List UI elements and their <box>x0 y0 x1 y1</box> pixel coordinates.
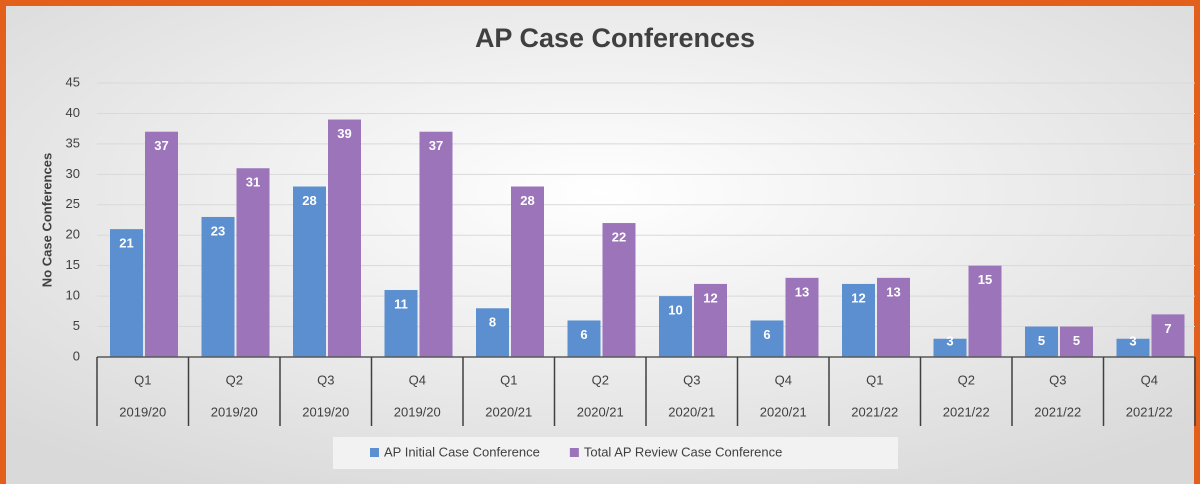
bar <box>602 223 636 357</box>
value-label: 39 <box>337 126 351 141</box>
value-label: 6 <box>580 327 587 342</box>
x-group-label: 2019/20 <box>394 404 441 419</box>
x-tick-label: Q2 <box>958 372 975 387</box>
y-tick-label: 10 <box>66 288 80 303</box>
value-label: 3 <box>1129 333 1136 348</box>
value-label: 15 <box>978 272 992 287</box>
value-label: 11 <box>394 296 408 311</box>
value-label: 5 <box>1038 333 1045 348</box>
x-tick-label: Q2 <box>226 372 243 387</box>
bar <box>384 290 418 357</box>
bar <box>750 320 784 357</box>
bar <box>1116 338 1150 357</box>
value-label: 12 <box>851 290 865 305</box>
value-label: 7 <box>1164 321 1171 336</box>
x-group-label: 2020/21 <box>577 404 624 419</box>
value-label: 22 <box>612 229 626 244</box>
x-group-label: 2020/21 <box>485 404 532 419</box>
y-tick-label: 30 <box>66 166 80 181</box>
x-group-label: 2019/20 <box>211 404 258 419</box>
value-label: 3 <box>946 333 953 348</box>
bar <box>694 283 727 357</box>
x-tick-label: Q1 <box>500 372 517 387</box>
bar <box>201 216 235 357</box>
bar <box>1060 326 1093 357</box>
legend-swatch <box>370 448 379 457</box>
bar <box>877 277 910 357</box>
legend-label: Total AP Review Case Conference <box>584 444 782 459</box>
y-axis-label: No Case Conferences <box>39 153 54 287</box>
value-label: 13 <box>886 284 900 299</box>
y-tick-label: 25 <box>66 196 80 211</box>
chart-title: AP Case Conferences <box>475 23 755 53</box>
x-tick-label: Q3 <box>1049 372 1066 387</box>
value-label: 10 <box>668 303 682 318</box>
bar <box>567 320 601 357</box>
bar <box>110 229 143 357</box>
bar <box>968 265 1002 357</box>
y-tick-label: 45 <box>66 74 80 89</box>
value-label: 23 <box>211 223 225 238</box>
bar <box>293 186 326 357</box>
value-label: 21 <box>119 236 133 251</box>
x-tick-label: Q4 <box>775 372 792 387</box>
y-tick-label: 40 <box>66 105 80 120</box>
x-tick-label: Q1 <box>134 372 151 387</box>
x-group-label: 2021/22 <box>1034 404 1081 419</box>
x-tick-label: Q3 <box>317 372 334 387</box>
bar <box>236 168 270 357</box>
bar <box>419 131 453 357</box>
value-label: 6 <box>763 327 770 342</box>
x-tick-label: Q1 <box>866 372 883 387</box>
value-label: 31 <box>246 175 260 190</box>
y-tick-label: 15 <box>66 257 80 272</box>
x-tick-label: Q3 <box>683 372 700 387</box>
value-label: 12 <box>703 290 717 305</box>
legend-label: AP Initial Case Conference <box>384 444 540 459</box>
bar <box>328 119 361 358</box>
x-group-label: 2019/20 <box>119 404 166 419</box>
bar <box>659 296 692 357</box>
bar <box>785 277 819 357</box>
bar <box>842 283 875 357</box>
value-label: 13 <box>795 284 809 299</box>
y-tick-label: 20 <box>66 227 80 242</box>
x-tick-label: Q2 <box>592 372 609 387</box>
value-label: 8 <box>489 315 496 330</box>
y-tick-label: 0 <box>73 348 80 363</box>
x-group-label: 2021/22 <box>851 404 898 419</box>
bar <box>511 186 544 357</box>
x-group-label: 2021/22 <box>1126 404 1173 419</box>
legend-box <box>333 437 898 469</box>
legend-swatch <box>569 448 579 457</box>
x-group-label: 2020/21 <box>668 404 715 419</box>
x-group-label: 2020/21 <box>760 404 807 419</box>
x-group-label: 2019/20 <box>302 404 349 419</box>
value-label: 5 <box>1073 333 1080 348</box>
x-tick-label: Q4 <box>1141 372 1158 387</box>
x-tick-label: Q4 <box>409 372 426 387</box>
bar <box>476 308 509 357</box>
bar <box>1025 326 1058 357</box>
value-label: 37 <box>154 138 168 153</box>
x-group-label: 2021/22 <box>943 404 990 419</box>
y-tick-label: 35 <box>66 135 80 150</box>
bar <box>933 338 967 357</box>
bar <box>1151 314 1185 357</box>
bar <box>145 131 178 357</box>
y-tick-label: 5 <box>73 318 80 333</box>
value-label: 28 <box>520 193 534 208</box>
value-label: 28 <box>302 193 316 208</box>
value-label: 37 <box>429 138 443 153</box>
